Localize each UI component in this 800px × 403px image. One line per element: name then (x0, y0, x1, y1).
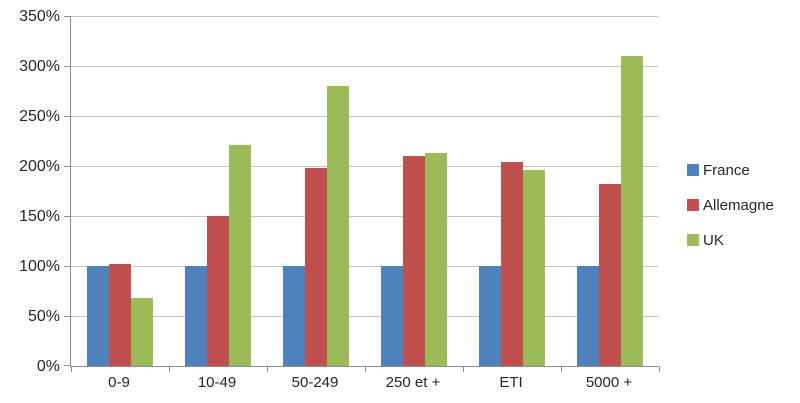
bar-france-50-249 (283, 266, 305, 366)
bar-group-0-9 (71, 17, 169, 366)
y-tick-label: 100% (19, 258, 60, 275)
bar-group-10-49 (169, 17, 267, 366)
y-tick-mark (64, 365, 71, 366)
x-category-label: 250 et + (385, 374, 441, 391)
bar-france-0-9 (87, 266, 109, 366)
bar-group-250 et + (365, 17, 463, 366)
y-tick-label: 250% (19, 108, 60, 125)
bar-uk-5000 + (621, 56, 643, 366)
x-tick-mark (659, 366, 660, 372)
bar-group-ETI (463, 17, 561, 366)
y-tick-label: 350% (19, 8, 60, 25)
bar-france-5000 + (577, 266, 599, 366)
x-tick-mark (365, 366, 366, 372)
bar-uk-ETI (523, 170, 545, 366)
gridline (71, 216, 658, 217)
bar-allemagne-0-9 (109, 264, 131, 366)
bar-allemagne-250 et + (403, 156, 425, 366)
y-tick-label: 50% (27, 308, 60, 325)
x-category-label: ETI (499, 374, 523, 391)
legend: France Allemagne UK (687, 161, 774, 266)
bar-france-10-49 (185, 266, 207, 366)
x-tick-mark (463, 366, 464, 372)
x-category-label: 50-249 (291, 374, 339, 391)
bar-allemagne-50-249 (305, 168, 327, 366)
legend-item-france: France (687, 161, 774, 179)
y-tick-mark (64, 166, 71, 167)
y-tick-mark (64, 116, 71, 117)
legend-swatch-france-icon (687, 164, 699, 176)
bar-allemagne-10-49 (207, 216, 229, 366)
bar-group-5000 + (561, 17, 659, 366)
legend-item-allemagne: Allemagne (687, 196, 774, 214)
x-category-label: 10-49 (197, 374, 237, 391)
gridline (71, 316, 658, 317)
x-tick-mark (561, 366, 562, 372)
y-tick-label: 200% (19, 158, 60, 175)
legend-swatch-uk-icon (687, 234, 699, 246)
y-tick-label: 150% (19, 208, 60, 225)
bar-uk-0-9 (131, 298, 153, 366)
bar-france-250 et + (381, 266, 403, 366)
bar-uk-50-249 (327, 86, 349, 366)
y-tick-label: 300% (19, 58, 60, 75)
y-tick-mark (64, 66, 71, 67)
gridline (71, 66, 658, 67)
gridline (71, 166, 658, 167)
legend-label-allemagne: Allemagne (703, 196, 774, 214)
legend-label-uk: UK (703, 231, 724, 249)
y-tick-mark (64, 216, 71, 217)
gridline (71, 16, 658, 17)
y-tick-mark (64, 266, 71, 267)
y-tick-mark (64, 16, 71, 17)
x-tick-mark (71, 366, 72, 372)
gridline (71, 266, 658, 267)
legend-label-france: France (703, 161, 750, 179)
x-tick-mark (267, 366, 268, 372)
x-tick-mark (169, 366, 170, 372)
x-category-label: 0-9 (108, 374, 130, 391)
bar-group-50-249 (267, 17, 365, 366)
bar-uk-250 et + (425, 153, 447, 366)
bar-allemagne-5000 + (599, 184, 621, 366)
x-category-label: 5000 + (585, 374, 633, 391)
bar-allemagne-ETI (501, 162, 523, 366)
bar-uk-10-49 (229, 145, 251, 366)
plot-area (64, 16, 660, 372)
bar-france-ETI (479, 266, 501, 366)
gridline (71, 116, 658, 117)
legend-swatch-allemagne-icon (687, 199, 699, 211)
legend-item-uk: UK (687, 231, 774, 249)
y-tick-label: 0% (36, 358, 60, 375)
y-tick-mark (64, 316, 71, 317)
